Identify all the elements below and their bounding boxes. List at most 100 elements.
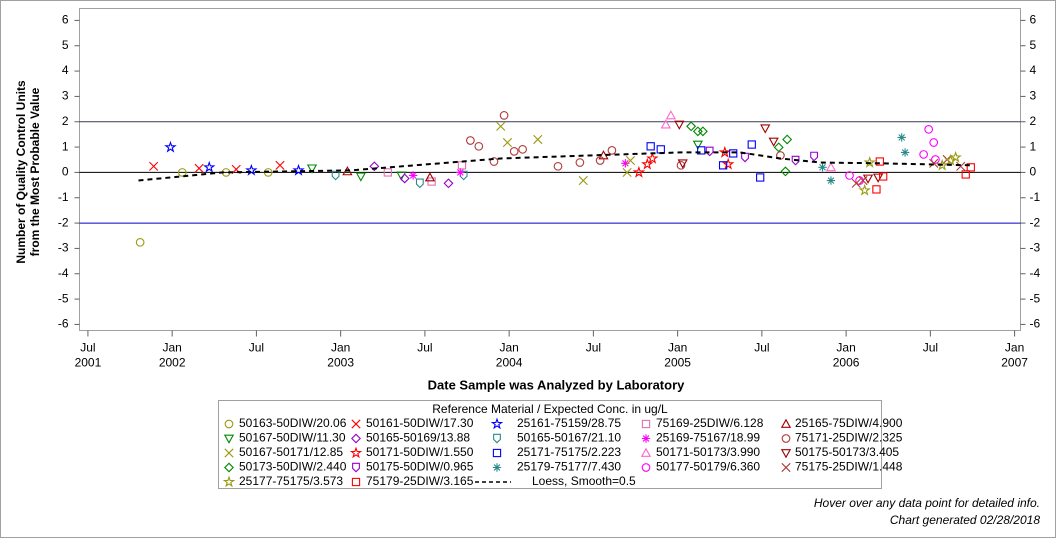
loess-line [138,151,971,182]
marker-triangle-down [677,159,688,169]
marker-asterisk [897,133,906,142]
legend-label: 50171-50173/3.990 [656,445,760,459]
legend-label: 50175-50173/3.405 [795,445,899,459]
marker-homedown [493,433,501,444]
legend-label: 50171-50DIW/1.550 [366,445,474,459]
marker-diamond [780,166,791,177]
marker-star [718,145,732,158]
x-tick-label: Jan [499,341,518,355]
legend-box [218,400,882,489]
footnote: Chart generated 02/28/2018 [890,513,1040,527]
marker-square [492,448,502,458]
marker-square [872,185,881,194]
marker-circle [553,161,563,171]
legend-label: 25171-75175/2.223 [517,445,621,459]
y2-tick-label: -5 [1030,291,1041,305]
marker-circle [499,111,509,120]
marker-x [502,137,513,148]
marker-square [641,419,651,429]
legend-label: 75175-25DIW/1.448 [795,460,903,474]
marker-circle [845,171,854,180]
legend-label: 75169-25DIW/6.128 [656,416,764,430]
marker-square [879,172,888,181]
x-tick-year: 2006 [833,356,860,370]
marker-triangle-down [223,434,235,444]
marker-triangle-down [760,124,771,134]
marker-diamond [773,142,784,153]
marker-asterisk [641,434,651,443]
plot-frame [79,8,1021,331]
marker-diamond [369,161,380,172]
marker-homedown [415,178,424,189]
legend-label: 25161-75159/28.75 [517,416,621,430]
y-tick-label: -3 [58,241,69,255]
legend-label: 50165-50167/21.10 [517,431,621,445]
marker-star [949,150,962,163]
marker-circle [641,463,651,472]
marker-square [756,173,765,182]
marker-star [646,151,659,164]
marker-circle [607,146,617,155]
marker-diamond [351,433,361,444]
marker-circle [177,168,187,177]
y2-tick-label: -3 [1030,241,1041,255]
legend-label: Loess, Smooth=0.5 [532,474,636,488]
legend-label: 50163-50DIW/20.06 [239,416,347,430]
x-axis-label: Date Sample was Analyzed by Laboratory [428,377,685,392]
marker-asterisk [456,168,465,177]
marker-square [961,170,970,179]
marker-triangle-down [306,164,318,174]
marker-square [747,140,756,149]
legend-label: 75179-25DIW/3.165 [366,474,474,488]
marker-diamond [782,134,793,145]
legend-title: Reference Material / Expected Conc. in u… [432,402,668,416]
y-tick-label: -1 [58,190,69,204]
marker-homedown [705,146,714,157]
marker-asterisk [621,159,630,168]
legend-label: 50165-50169/13.88 [366,431,470,445]
x-tick-year: 2003 [327,356,354,370]
marker-triangle [665,110,677,120]
marker-x [858,175,868,186]
marker-square [351,477,361,487]
y-axis-label-line: Number of Quality Control Units [14,80,28,264]
legend-label: 25165-75DIW/4.900 [795,416,903,430]
marker-x [956,161,966,171]
marker-circle [924,124,934,134]
y2-tick-label: 4 [1030,63,1037,77]
y2-tick-label: 0 [1030,165,1037,179]
marker-star [222,475,236,488]
marker-diamond [697,126,708,137]
marker-diamond [686,121,697,132]
marker-square [697,146,706,155]
y-tick-label: -5 [58,291,69,305]
y-tick-label: 3 [62,89,69,103]
marker-square [646,142,655,151]
marker-triangle-down [768,137,779,147]
x-tick-year: 2004 [496,356,523,370]
marker-x [496,121,506,131]
marker-asterisk [408,171,418,180]
marker-homedown [352,462,360,473]
marker-circle [919,150,928,159]
marker-circle [595,156,605,165]
marker-square [875,157,884,166]
x-tick-label: Jul [923,341,938,355]
marker-asterisk [900,148,910,157]
x-tick-year: 2007 [1001,356,1028,370]
marker-triangle-down [780,449,792,459]
x-tick-year: 2002 [159,356,186,370]
marker-circle [135,237,145,247]
marker-circle [224,419,234,429]
marker-triangle [825,162,837,172]
marker-x [622,167,632,178]
y2-tick-label: -2 [1030,215,1041,229]
marker-x [929,158,939,168]
marker-star [858,183,871,196]
y2-tick-label: -4 [1030,266,1041,280]
marker-circle [931,155,940,164]
marker-circle [489,157,499,166]
legend-label: 50161-50DIW/17.30 [366,416,474,430]
marker-circle [518,145,527,154]
marker-square [718,161,728,170]
